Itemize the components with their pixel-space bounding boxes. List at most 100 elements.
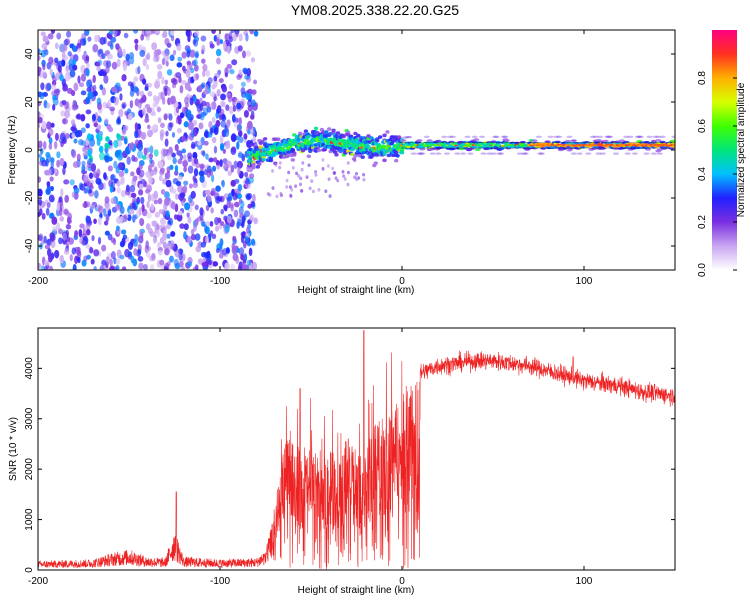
spectrogram-noise-blob	[72, 264, 77, 270]
spectrogram-noise-blob	[134, 38, 139, 44]
spectrogram-noise-blob	[209, 221, 214, 227]
spectrogram-noise-blob	[95, 173, 100, 180]
spectrogram-noise-blob	[102, 101, 107, 109]
spectrogram-noise-blob	[177, 56, 183, 62]
spectrogram-noise-blob	[209, 91, 216, 98]
spectrogram-noise-blob	[42, 141, 47, 150]
spectrogram-noise-blob	[211, 84, 216, 90]
snr-y-tick-label: 2000	[24, 458, 35, 481]
spectrogram-noise-blob	[245, 50, 252, 57]
spectrogram-noise-blob	[45, 207, 50, 216]
spectrogram-noise-blob	[190, 67, 195, 74]
spectrogram-noise-blob	[242, 67, 248, 74]
spectrogram-noise-blob	[72, 161, 79, 169]
spectrogram-noise-blob	[164, 138, 169, 147]
spectrogram-noise-blob	[98, 145, 104, 153]
spectrogram-noise-blob	[204, 224, 208, 233]
spectrogram-noise-blob	[165, 211, 169, 217]
spectrogram-noise-blob	[228, 83, 234, 90]
spectrogram-noise-blob	[49, 176, 54, 182]
spectrogram-noise-blob	[249, 30, 255, 35]
spectrogram-noise-blob	[194, 233, 201, 241]
spectrogram-noise-blob	[213, 157, 218, 163]
spectrogram-noise-blob	[38, 176, 42, 183]
spectrogram-noise-blob	[120, 189, 126, 198]
spectrogram-noise-blob	[106, 53, 113, 60]
spectrogram-noise-blob	[38, 48, 41, 54]
spectrogram-noise-blob	[158, 209, 164, 215]
spectrogram-noise-blob	[215, 48, 222, 57]
spectrogram-halo-blob	[447, 135, 454, 138]
spectrogram-noise-blob	[151, 253, 155, 260]
spectrogram-noise-blob	[68, 58, 75, 67]
spectrogram-tail-blob	[346, 170, 350, 175]
spectrogram-noise-blob	[197, 85, 203, 93]
spectrogram-noise-blob	[230, 179, 236, 187]
spectrogram-marks	[38, 30, 675, 270]
spectrogram-noise-blob	[165, 224, 171, 230]
spectrogram-noise-blob	[85, 109, 92, 115]
spectrogram-noise-blob	[141, 154, 147, 160]
spectrogram-noise-blob	[53, 88, 60, 94]
spectrogram-halo-blob	[643, 152, 650, 155]
spectrogram-halo-blob	[493, 135, 500, 138]
spectrogram-noise-blob	[143, 147, 148, 156]
spectrogram-noise-blob	[110, 251, 116, 260]
spectrogram-signal-blob	[618, 139, 625, 142]
spectrogram-halo-blob	[655, 135, 662, 138]
spectrogram-noise-blob	[167, 122, 173, 132]
spectrogram-halo-blob	[467, 152, 474, 155]
spectrogram-noise-blob	[161, 76, 165, 85]
spectrogram-signal-blob	[257, 162, 262, 166]
spectrogram-noise-blob	[201, 58, 206, 64]
spectrogram-noise-blob	[221, 85, 228, 93]
spectrogram-halo-blob	[607, 135, 614, 138]
spectrogram-tail-blob	[288, 185, 292, 189]
spectrogram-noise-blob	[147, 193, 151, 203]
spectrogram-signal-blob	[671, 145, 675, 148]
spectrogram-noise-blob	[56, 32, 62, 40]
spectrogram-noise-blob	[236, 102, 242, 110]
spectrogram-noise-blob	[97, 205, 104, 214]
spectrogram-noise-blob	[236, 141, 240, 150]
spectrogram-noise-blob	[162, 178, 167, 185]
spectrogram-noise-blob	[110, 237, 116, 243]
spectrogram-noise-blob	[81, 164, 86, 172]
spectrogram-noise-blob	[62, 117, 68, 125]
spectrogram-noise-blob	[237, 45, 243, 52]
colorbar-tick-label: 0.8	[697, 71, 708, 85]
spectrogram-noise-blob	[178, 260, 184, 268]
spectrogram-tail-blob	[334, 176, 338, 180]
spectrogram-noise-blob	[146, 107, 152, 114]
spectrogram-noise-blob	[193, 168, 199, 177]
spectrogram-noise-blob	[133, 76, 139, 82]
spectrogram-noise-blob	[89, 247, 94, 254]
spectrogram-halo-blob	[605, 135, 612, 138]
spectrogram-noise-blob	[123, 32, 129, 39]
spectrogram-halo-blob	[419, 152, 426, 155]
spectrogram-noise-blob	[248, 173, 255, 179]
spectrogram-noise-blob	[64, 194, 70, 203]
spectrogram-noise-blob	[181, 135, 186, 142]
spectrogram-noise-blob	[62, 232, 68, 241]
spectrogram-noise-blob	[57, 65, 62, 73]
spectrogram-halo-blob	[631, 152, 638, 155]
spectrogram-halo-blob	[589, 135, 596, 138]
spectrogram-noise-blob	[71, 247, 77, 255]
spectrogram-noise-blob	[145, 250, 151, 258]
spectrogram-noise-blob	[70, 119, 76, 126]
spectrogram-noise-blob	[194, 204, 199, 211]
spectrogram-halo-blob	[502, 135, 509, 138]
spectrogram-noise-blob	[162, 232, 167, 241]
spectrogram-noise-blob	[209, 230, 214, 237]
spectrogram-noise-blob	[231, 59, 238, 66]
spectrogram-noise-blob	[229, 69, 235, 75]
spectrogram-noise-blob	[175, 180, 182, 187]
spectrogram-y-ticks: -40 -20 0 20 40	[24, 48, 675, 253]
spectrogram-noise-blob	[246, 259, 252, 267]
spectrogram-signal-blob	[393, 150, 399, 155]
spectrogram-noise-blob	[127, 251, 133, 258]
spectrogram-noise-blob	[65, 224, 72, 230]
spectrogram-noise-blob	[46, 102, 51, 109]
spectrogram-noise-blob	[52, 94, 56, 101]
